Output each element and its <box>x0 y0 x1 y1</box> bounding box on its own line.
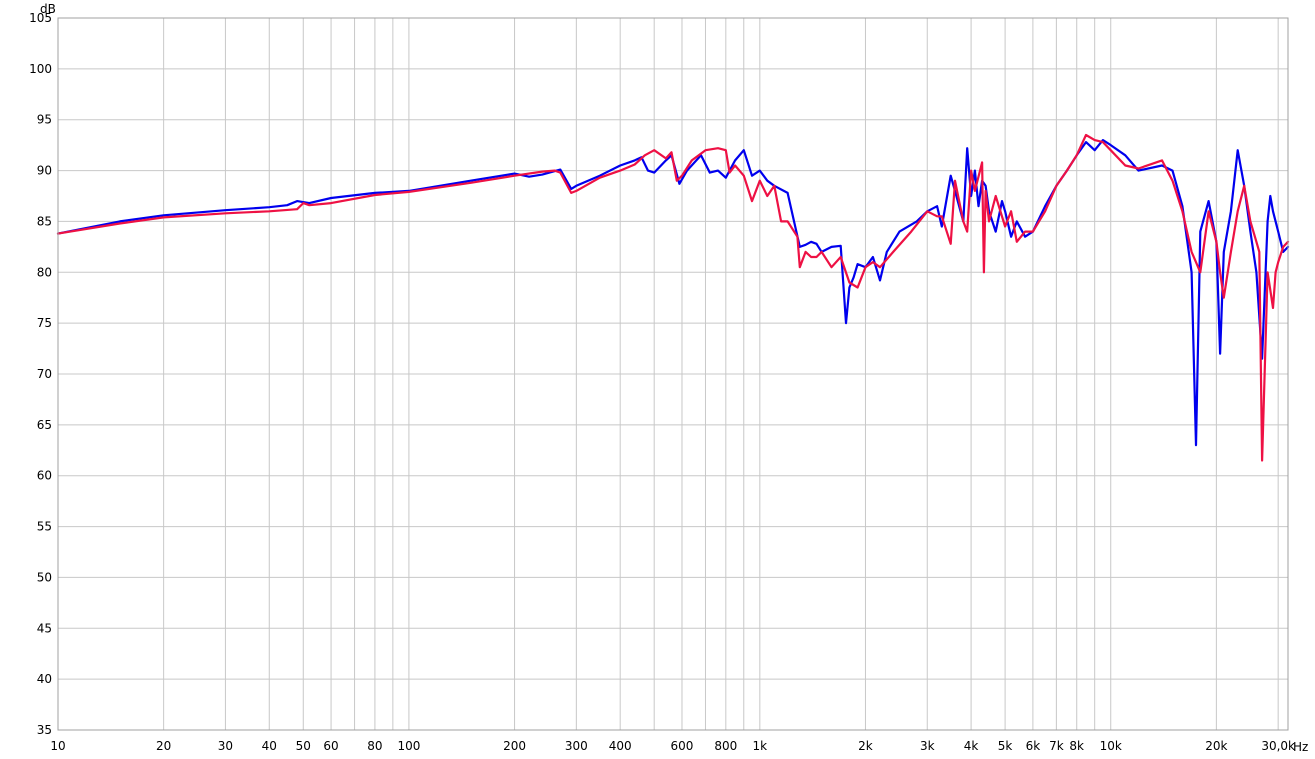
y-tick-label: 75 <box>37 316 52 330</box>
x-tick-labels: 10 20 30 40 50 60 80 100 200 300 400 600 800 1k 2k 3k 4k… <box>50 739 1295 753</box>
y-tick-label: 95 <box>37 113 52 127</box>
x-tick-label: 20 <box>156 739 171 753</box>
x-tick-label: 300 <box>565 739 588 753</box>
x-tick-label: 80 <box>367 739 382 753</box>
y-unit-label: dB <box>40 2 56 16</box>
x-tick-label: 4k <box>964 739 979 753</box>
y-tick-label: 70 <box>37 367 52 381</box>
x-tick-label: 1k <box>753 739 768 753</box>
x-tick-label: 100 <box>397 739 420 753</box>
x-tick-label: 600 <box>671 739 694 753</box>
y-tick-label: 35 <box>37 723 52 737</box>
y-tick-label: 40 <box>37 672 52 686</box>
y-tick-label: 90 <box>37 164 52 178</box>
y-tick-label: 100 <box>29 62 52 76</box>
y-tick-label: 60 <box>37 469 52 483</box>
x-tick-label: 60 <box>323 739 338 753</box>
x-unit-label: Hz <box>1293 740 1308 754</box>
x-tick-label: 10k <box>1100 739 1122 753</box>
x-tick-label: 400 <box>609 739 632 753</box>
y-tick-label: 65 <box>37 418 52 432</box>
series-line-2 <box>56 133 1290 462</box>
x-tick-label: 50 <box>296 739 311 753</box>
x-tick-label: 20k <box>1205 739 1227 753</box>
y-tick-label: 80 <box>37 265 52 279</box>
x-tick-label: 10 <box>50 739 65 753</box>
y-tick-label: 55 <box>37 520 52 534</box>
x-tick-label: 200 <box>503 739 526 753</box>
x-tick-label: 2k <box>858 739 873 753</box>
x-tick-label: 5k <box>998 739 1013 753</box>
x-tick-label: 8k <box>1069 739 1084 753</box>
plot-frame <box>57 17 1289 731</box>
y-tick-label: 85 <box>37 214 52 228</box>
x-tick-label: 40 <box>262 739 277 753</box>
x-tick-label: 30 <box>218 739 233 753</box>
x-tick-label: 6k <box>1026 739 1041 753</box>
series-layer <box>56 133 1290 462</box>
y-tick-labels: 35 40 45 50 55 60 65 70 75 80 85 90 95 100 105 <box>29 11 52 737</box>
grid <box>57 17 1288 731</box>
y-tick-label: 45 <box>37 621 52 635</box>
series-line-1 <box>56 139 1290 447</box>
y-tick-label: 50 <box>37 570 52 584</box>
x-tick-label: 3k <box>920 739 935 753</box>
y-tick-label: 105 <box>29 11 52 25</box>
x-tick-label: 7k <box>1049 739 1064 753</box>
x-tick-label: 800 <box>714 739 737 753</box>
x-tick-label: 30,0k <box>1261 739 1295 753</box>
